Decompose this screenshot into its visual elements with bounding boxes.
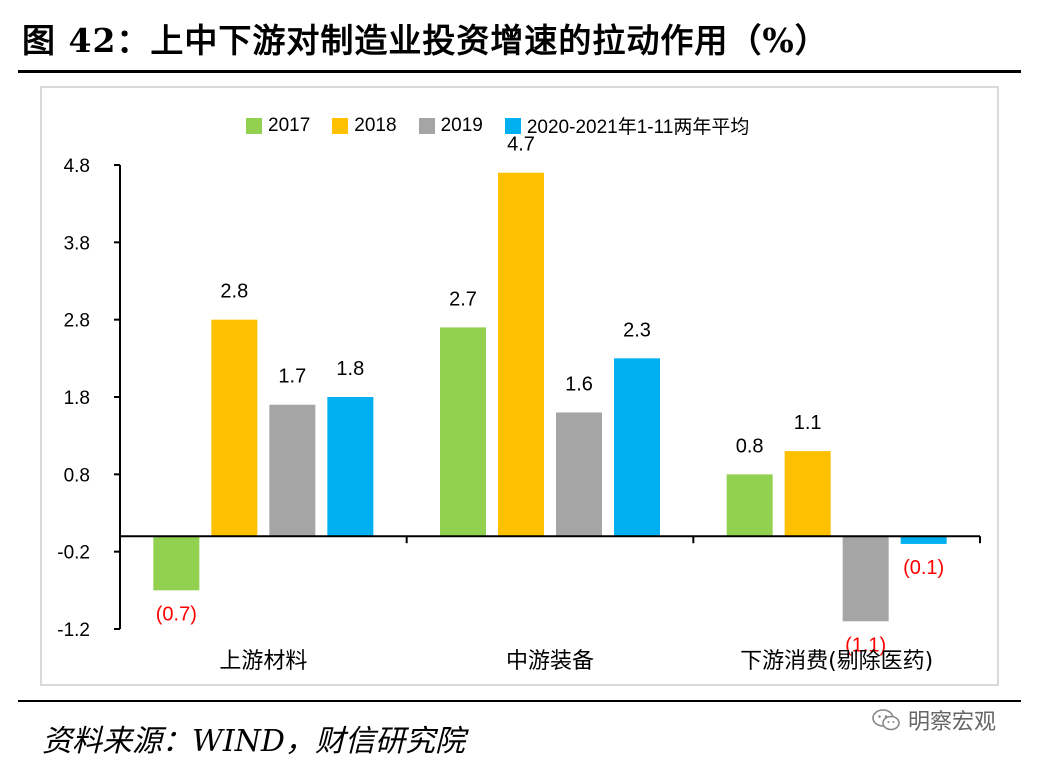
chart-title: 图 42：上中下游对制造业投资增速的拉动作用（%） (22, 21, 829, 60)
data-label: 1.6 (565, 373, 593, 395)
y-tick-label: 4.8 (64, 156, 90, 177)
bar-2017-2 (726, 474, 773, 537)
category-label: 中游装备 (506, 649, 594, 674)
legend-label-2020-2021: 2020-2021年1-11两年平均 (526, 117, 750, 138)
data-label: 1.7 (278, 366, 306, 388)
legend-label-2017: 2017 (268, 114, 311, 136)
legend-item-2018: 2018 (332, 114, 397, 137)
bar-2020-2021年1-11两年平均-0 (327, 397, 374, 537)
bar-2018-2 (784, 451, 831, 537)
category-label: 上游材料 (219, 649, 307, 674)
legend-label-2018: 2018 (354, 114, 397, 136)
legend-item-2017: 2017 (246, 115, 310, 137)
y-tick-label: 1.8 (64, 388, 90, 409)
legend-swatch-2019 (418, 117, 435, 134)
bar-chart: 4.8 3.8 2.8 1.8 0.8 -0.2 -1.2 (0.7) 2.8 1.7 1.8 上游材… (57, 134, 981, 674)
data-label: 1.1 (794, 412, 822, 434)
legend-swatch-2020-2021 (504, 117, 521, 134)
bar-2019-2 (842, 536, 889, 622)
data-label: 2.8 (220, 281, 248, 303)
y-tick-label: 3.8 (64, 233, 90, 254)
data-label: 0.8 (736, 435, 764, 457)
data-label: 2.3 (623, 319, 651, 341)
watermark: 明察宏观 (872, 704, 996, 736)
y-tick-label: -0.2 (57, 543, 90, 564)
legend-swatch-2017 (246, 117, 262, 134)
bar-2019-0 (269, 404, 316, 537)
source-rule (18, 700, 1021, 702)
legend-item-2019: 2019 (418, 114, 483, 137)
title-rule (18, 70, 1021, 73)
legend-item-2020-2021: 2020-2021年1-11两年平均 (504, 112, 750, 139)
data-label: (0.7) (156, 603, 197, 625)
data-label: (1.1) (845, 634, 886, 656)
watermark-text: 明察宏观 (908, 710, 997, 735)
data-label: (0.1) (903, 557, 944, 579)
bar-2018-1 (498, 172, 544, 537)
bar-2020-2021年1-11两年平均-2 (900, 536, 947, 544)
data-label: 4.7 (507, 134, 535, 156)
data-label: 1.8 (336, 358, 364, 380)
bar-2017-0 (153, 536, 200, 591)
bar-2019-1 (556, 412, 602, 537)
legend-label-2019: 2019 (440, 114, 483, 136)
chart-legend: 2017 2018 2019 2020-2021年1-11两年平均 (246, 112, 771, 139)
data-label: 2.7 (449, 288, 477, 310)
bar-2018-0 (211, 319, 258, 537)
legend-swatch-2018 (332, 117, 349, 134)
y-tick-label: 0.8 (64, 465, 90, 486)
wechat-icon (872, 709, 900, 731)
source-note: 资料来源：WIND，财信研究院 (42, 724, 465, 759)
bar-2017-1 (440, 327, 486, 537)
y-tick-label: -1.2 (57, 620, 90, 641)
bar-2020-2021年1-11两年平均-1 (614, 358, 660, 537)
chart-frame (40, 86, 999, 686)
category-label: 下游消费(剔除医药) (740, 649, 933, 674)
y-tick-label: 2.8 (64, 311, 90, 332)
